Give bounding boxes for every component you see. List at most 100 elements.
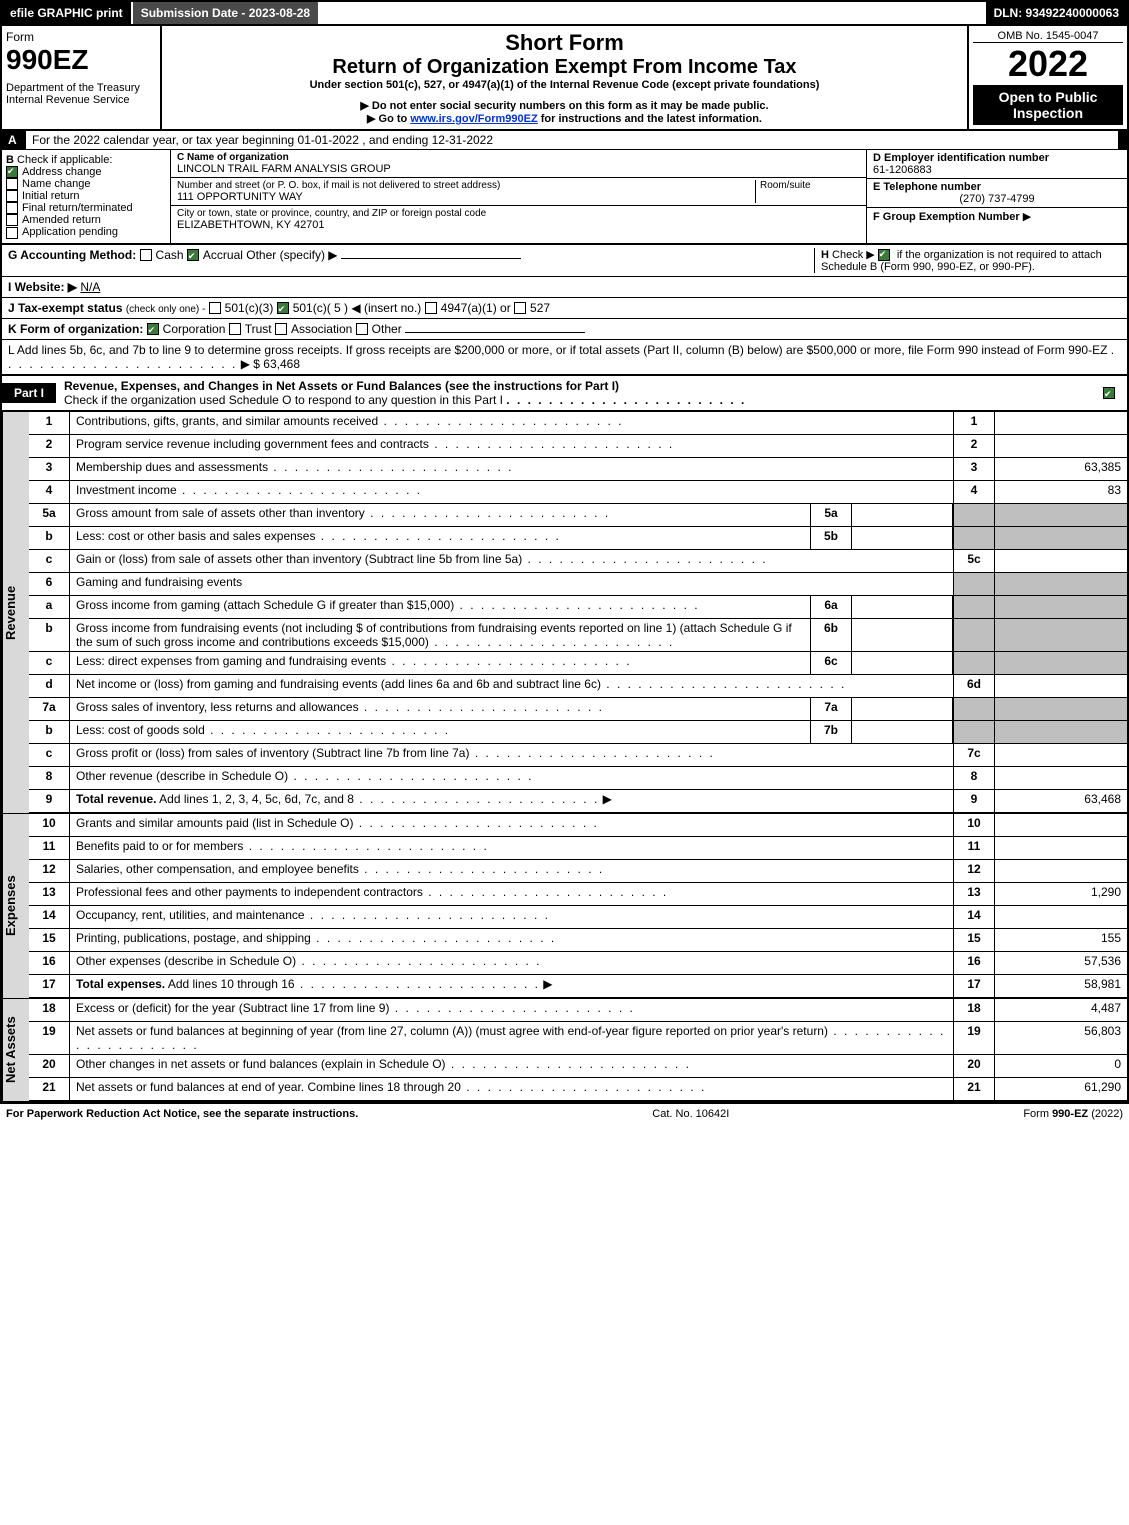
ein: 61-1206883 bbox=[873, 164, 1121, 176]
inner-line-num: 5a bbox=[810, 504, 852, 526]
line-4: 4Investment income483 bbox=[29, 481, 1127, 504]
line-3: 3Membership dues and assessments363,385 bbox=[29, 458, 1127, 481]
cb-501c3[interactable] bbox=[209, 302, 221, 314]
cb-address-change[interactable] bbox=[6, 166, 18, 178]
cb-527[interactable] bbox=[514, 302, 526, 314]
line-7a: 7aGross sales of inventory, less returns… bbox=[29, 698, 1127, 721]
line-desc: Less: cost of goods sold bbox=[70, 721, 810, 743]
submission-date: Submission Date - 2023-08-28 bbox=[133, 2, 318, 24]
line-desc: Other changes in net assets or fund bala… bbox=[70, 1055, 953, 1077]
line-num: c bbox=[29, 550, 70, 572]
right-line-num: 19 bbox=[953, 1022, 995, 1054]
efile-print[interactable]: efile GRAPHIC print bbox=[2, 2, 133, 24]
line-14: 14Occupancy, rent, utilities, and mainte… bbox=[29, 906, 1127, 929]
right-line-val: 0 bbox=[995, 1055, 1127, 1077]
department: Department of the Treasury bbox=[6, 82, 156, 94]
line-num: 10 bbox=[29, 814, 70, 836]
line-num: a bbox=[29, 596, 70, 618]
right-line-val bbox=[995, 412, 1127, 434]
cb-other-org[interactable] bbox=[356, 323, 368, 335]
inner-line-val bbox=[852, 596, 953, 618]
inner-line-val bbox=[852, 698, 953, 720]
cb-accrual[interactable] bbox=[187, 249, 199, 261]
right-line-num: 13 bbox=[953, 883, 995, 905]
cb-501c[interactable] bbox=[277, 302, 289, 314]
line-num: b bbox=[29, 721, 70, 743]
line-15: 15Printing, publications, postage, and s… bbox=[29, 929, 1127, 952]
line-num: c bbox=[29, 744, 70, 766]
h-label: H bbox=[821, 249, 829, 261]
cb-name-change[interactable] bbox=[6, 178, 18, 190]
line-12: 12Salaries, other compensation, and empl… bbox=[29, 860, 1127, 883]
part-i-tab: Part I bbox=[2, 383, 56, 403]
cb-cash[interactable] bbox=[140, 249, 152, 261]
website: N/A bbox=[80, 280, 100, 294]
cb-association[interactable] bbox=[275, 323, 287, 335]
l-text: L Add lines 5b, 6c, and 7b to line 9 to … bbox=[8, 343, 1107, 357]
line-num: 14 bbox=[29, 906, 70, 928]
sidebar-revenue: Revenue bbox=[2, 412, 29, 813]
line-desc: Investment income bbox=[70, 481, 953, 503]
inner-line-val bbox=[852, 504, 953, 526]
line-num: 20 bbox=[29, 1055, 70, 1077]
org-name: LINCOLN TRAIL FARM ANALYSIS GROUP bbox=[177, 163, 860, 175]
right-line-num: 6d bbox=[953, 675, 995, 697]
line-desc: Gain or (loss) from sale of assets other… bbox=[70, 550, 953, 572]
right-line-num: 21 bbox=[953, 1078, 995, 1100]
cat-no: Cat. No. 10642I bbox=[652, 1108, 729, 1120]
line-num: 16 bbox=[29, 952, 70, 974]
k-label: K Form of organization: bbox=[8, 322, 143, 336]
line-b: bLess: cost or other basis and sales exp… bbox=[29, 527, 1127, 550]
line-2: 2Program service revenue including gover… bbox=[29, 435, 1127, 458]
cb-application-pending[interactable] bbox=[6, 227, 18, 239]
right-line-val bbox=[995, 814, 1127, 836]
goto-link[interactable]: www.irs.gov/Form990EZ bbox=[410, 113, 537, 125]
right-line-val bbox=[995, 619, 1127, 651]
open-to-public: Open to Public Inspection bbox=[973, 85, 1123, 125]
under-section: Under section 501(c), 527, or 4947(a)(1)… bbox=[166, 79, 963, 91]
inner-line-val bbox=[852, 652, 953, 674]
line-desc: Other revenue (describe in Schedule O) bbox=[70, 767, 953, 789]
line-num: 1 bbox=[29, 412, 70, 434]
e-phone-label: E Telephone number bbox=[873, 181, 1121, 193]
cb-schedule-o[interactable] bbox=[1103, 387, 1115, 399]
org-info-grid: B Check if applicable: Address change Na… bbox=[0, 150, 1129, 245]
line-desc: Gross profit or (loss) from sales of inv… bbox=[70, 744, 953, 766]
city-label: City or town, state or province, country… bbox=[177, 208, 860, 219]
line-num: 17 bbox=[29, 975, 70, 997]
inner-line-val bbox=[852, 527, 953, 549]
f-group-label: F Group Exemption Number bbox=[873, 211, 1020, 223]
line-num: 8 bbox=[29, 767, 70, 789]
right-line-num: 12 bbox=[953, 860, 995, 882]
cb-schedule-b[interactable] bbox=[878, 249, 890, 261]
line-desc: Gross income from gaming (attach Schedul… bbox=[70, 596, 810, 618]
irs-label: Internal Revenue Service bbox=[6, 94, 156, 106]
i-label: I Website: ▶ bbox=[8, 280, 77, 294]
line-b: bGross income from fundraising events (n… bbox=[29, 619, 1127, 652]
section-a-letter: A bbox=[2, 131, 23, 149]
phone: (270) 737-4799 bbox=[873, 193, 1121, 205]
cb-4947[interactable] bbox=[425, 302, 437, 314]
cb-trust[interactable] bbox=[229, 323, 241, 335]
h-check: Check ▶ bbox=[832, 249, 875, 261]
right-line-num bbox=[953, 721, 995, 743]
line-18: 18Excess or (deficit) for the year (Subt… bbox=[29, 999, 1127, 1022]
cb-final-return[interactable] bbox=[6, 202, 18, 214]
line-desc: Professional fees and other payments to … bbox=[70, 883, 953, 905]
right-line-num: 2 bbox=[953, 435, 995, 457]
street-address: 111 OPPORTUNITY WAY bbox=[177, 191, 755, 203]
cb-amended-return[interactable] bbox=[6, 214, 18, 226]
cb-corporation[interactable] bbox=[147, 323, 159, 335]
right-line-val bbox=[995, 721, 1127, 743]
line-desc: Net assets or fund balances at beginning… bbox=[70, 1022, 953, 1054]
part-i-check-text: Check if the organization used Schedule … bbox=[64, 393, 503, 407]
cb-initial-return[interactable] bbox=[6, 190, 18, 202]
line-desc: Less: cost or other basis and sales expe… bbox=[70, 527, 810, 549]
line-num: c bbox=[29, 652, 70, 674]
line-num: 9 bbox=[29, 790, 70, 812]
line-desc: Salaries, other compensation, and employ… bbox=[70, 860, 953, 882]
line-num: 19 bbox=[29, 1022, 70, 1054]
right-line-num: 5c bbox=[953, 550, 995, 572]
right-line-val bbox=[995, 596, 1127, 618]
inner-line-val bbox=[852, 721, 953, 743]
